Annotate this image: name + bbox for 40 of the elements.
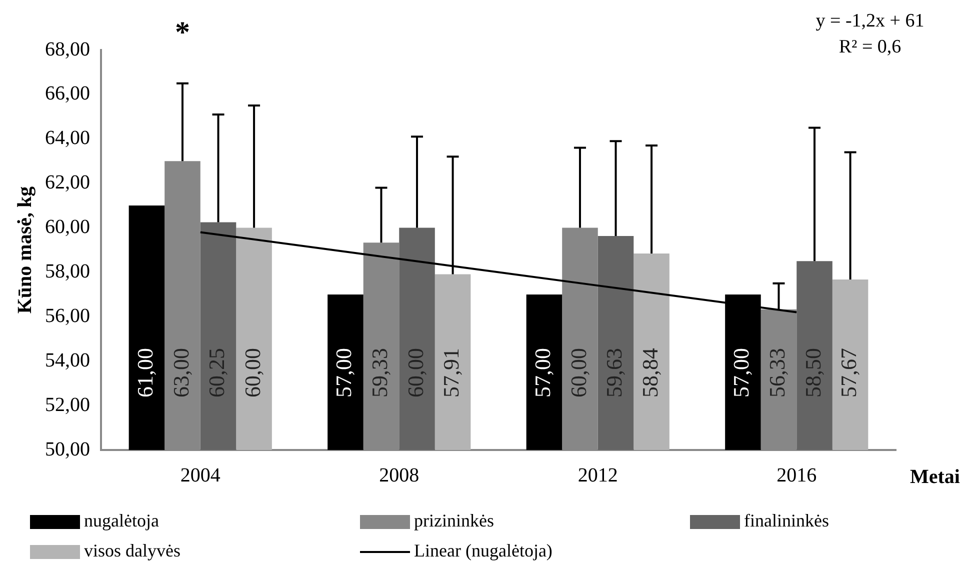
data-label: 60,00 <box>566 348 591 398</box>
annotation: R² = 0,6 <box>838 36 902 58</box>
data-label: 57,00 <box>331 348 356 398</box>
data-label: 59,33 <box>367 348 392 398</box>
data-label: 58,50 <box>800 348 826 398</box>
y-tick-label: 66,00 <box>45 82 90 105</box>
x-tick-label: 2012 <box>578 464 618 486</box>
x-tick-label: 2008 <box>379 464 420 486</box>
legend-label: visos dalyvės <box>84 540 180 561</box>
y-tick-label: 62,00 <box>45 172 90 194</box>
y-tick-label: 52,00 <box>45 394 90 416</box>
data-label: 56,33 <box>764 348 790 398</box>
data-label: 57,91 <box>438 348 464 398</box>
data-label: 57,67 <box>836 348 862 398</box>
legend-label: nugalėtoja <box>84 510 159 531</box>
y-tick-label: 56,00 <box>45 304 90 327</box>
legend-label: Linear (nugalėtoja) <box>414 540 552 561</box>
data-label: 60,00 <box>402 348 428 398</box>
data-label: 58,84 <box>637 348 662 398</box>
y-tick-label: 50,00 <box>45 438 90 460</box>
data-label: 61,00 <box>132 348 158 398</box>
y-tick-label: 54,00 <box>45 349 90 372</box>
legend-label: finalininkės <box>744 510 829 531</box>
y-tick-label: 58,00 <box>45 260 90 282</box>
y-tick-label: 64,00 <box>45 127 90 150</box>
data-label: 57,00 <box>530 348 555 398</box>
y-axis-title: Kūno masė, kg <box>14 186 36 314</box>
text: y = -1,2x + 61 <box>816 10 924 32</box>
x-axis-title: Metai <box>910 466 960 488</box>
text: * <box>174 16 190 49</box>
y-tick-label: 68,00 <box>45 38 90 60</box>
data-label: 59,63 <box>602 348 627 398</box>
x-tick-label: 2016 <box>776 464 817 486</box>
data-label: 57,00 <box>728 348 754 398</box>
data-label: 60,00 <box>240 348 265 398</box>
x-tick-label: 2004 <box>180 464 220 486</box>
y-tick-label: 60,00 <box>45 216 90 238</box>
data-label: 60,25 <box>204 348 230 398</box>
legend-label: prizininkės <box>414 510 494 531</box>
data-label: 63,00 <box>168 348 194 398</box>
